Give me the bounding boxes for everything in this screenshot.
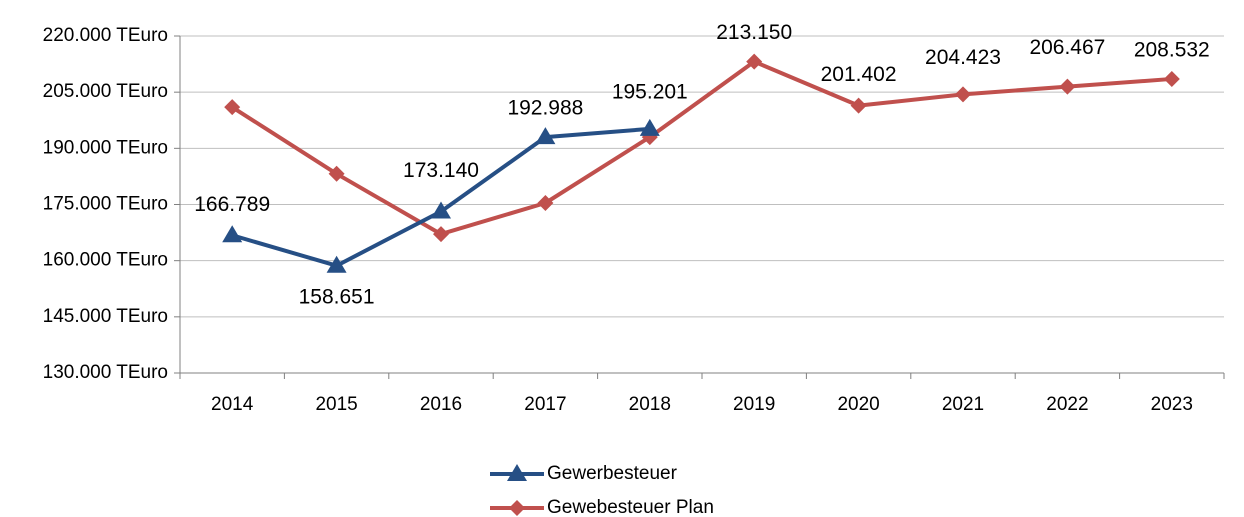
marker: [222, 225, 243, 243]
data-label: 158.651: [299, 285, 375, 308]
x-tick-label: 2016: [420, 394, 462, 415]
series: [222, 118, 660, 273]
legend-item: Gewebesteuer Plan: [490, 497, 714, 517]
legend-marker: [509, 500, 525, 516]
y-tick-label: 205.000 TEuro: [43, 81, 168, 102]
line: [231, 59, 1172, 237]
marker: [326, 255, 347, 273]
y-tick-label: 220.000 TEuro: [43, 25, 168, 46]
x-tick-label: 2022: [1046, 394, 1088, 415]
marker: [639, 118, 660, 136]
marker: [1163, 70, 1180, 87]
legend-item: Gewerbesteuer: [490, 463, 678, 484]
marker: [535, 127, 556, 145]
series: [224, 53, 1180, 243]
x-tick-label: 2014: [211, 394, 254, 415]
data-label: 213.150: [716, 21, 792, 44]
x-tick-label: 2021: [942, 394, 984, 415]
legend-label: Gewebesteuer Plan: [547, 497, 714, 517]
data-label: 208.532: [1134, 38, 1210, 61]
x-tick-label: 2023: [1151, 394, 1193, 415]
marker: [431, 201, 451, 219]
marker: [746, 53, 763, 70]
marker: [850, 97, 867, 114]
data-label: 173.140: [403, 159, 479, 182]
legend-label: Gewerbesteuer: [547, 463, 678, 484]
data-label: 195.201: [612, 80, 688, 103]
x-tick-label: 2015: [315, 394, 357, 415]
marker: [224, 99, 241, 116]
legend-marker: [507, 464, 527, 481]
x-tick-label: 2020: [837, 394, 879, 415]
marker: [955, 86, 971, 103]
marker: [1059, 78, 1076, 95]
x-tick-label: 2019: [733, 394, 775, 415]
y-tick-label: 190.000 TEuro: [43, 137, 168, 158]
x-tick-label: 2018: [629, 394, 671, 415]
x-tick-label: 2017: [524, 394, 566, 415]
data-label: 204.423: [925, 46, 1001, 69]
data-label: 166.789: [194, 193, 270, 216]
y-tick-label: 130.000 TEuro: [43, 362, 168, 383]
data-label: 192.988: [507, 97, 583, 120]
marker: [328, 165, 345, 182]
data-label: 201.402: [821, 63, 897, 86]
y-tick-label: 160.000 TEuro: [43, 250, 168, 271]
y-tick-label: 175.000 TEuro: [43, 194, 168, 215]
marker: [433, 226, 449, 243]
marker: [537, 195, 554, 212]
data-label: 206.467: [1029, 36, 1105, 59]
y-tick-label: 145.000 TEuro: [43, 306, 168, 327]
